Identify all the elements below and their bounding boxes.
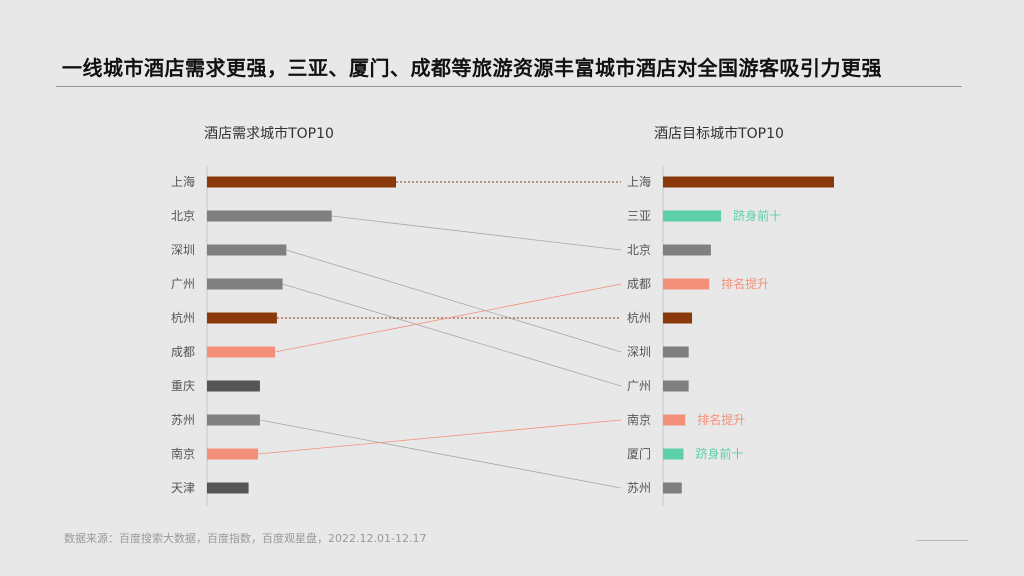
rank-change-annotation: 排名提升 <box>721 276 769 291</box>
right-category-label: 深圳 <box>627 345 651 359</box>
right-bar <box>663 244 711 256</box>
right-category-label: 广州 <box>627 379 651 393</box>
left-category-label: 北京 <box>171 209 195 223</box>
right-category-label: 北京 <box>627 243 651 257</box>
left-bar <box>207 482 249 494</box>
left-category-label: 广州 <box>171 277 195 291</box>
rank-connector-line <box>274 283 622 353</box>
rank-connector-line <box>257 419 622 455</box>
left-bar <box>207 244 287 256</box>
right-category-label: 南京 <box>627 412 651 427</box>
rank-change-annotation: 排名提升 <box>697 412 745 427</box>
left-bar <box>207 380 260 392</box>
left-category-label: 深圳 <box>171 243 195 257</box>
right-bar <box>663 312 693 324</box>
right-bar <box>663 482 682 494</box>
right-bar <box>663 176 834 188</box>
left-category-label: 苏州 <box>171 413 195 427</box>
right-category-label: 上海 <box>627 174 651 189</box>
title-divider <box>56 86 962 87</box>
rank-connector-line <box>331 215 622 251</box>
right-bar <box>663 278 710 290</box>
right-bar <box>663 448 684 460</box>
rank-connector-line <box>282 283 622 387</box>
rank-change-annotation: 跻身前十 <box>733 208 781 223</box>
left-bar <box>207 448 259 460</box>
left-bar <box>207 312 277 324</box>
left-bar <box>207 278 283 290</box>
rank-connector-line <box>286 249 622 353</box>
left-category-label: 上海 <box>171 174 195 189</box>
right-bar <box>663 210 722 222</box>
page-indicator-line <box>916 540 968 541</box>
left-bar <box>207 346 276 358</box>
right-category-label: 厦门 <box>627 446 651 461</box>
right-category-label: 苏州 <box>627 481 651 495</box>
right-bar <box>663 380 689 392</box>
left-bar <box>207 176 396 188</box>
left-chart-title: 酒店需求城市TOP10 <box>204 125 334 142</box>
right-category-label: 三亚 <box>627 209 651 223</box>
right-bar <box>663 414 686 426</box>
page-title: 一线城市酒店需求更强，三亚、厦门、成都等旅游资源丰富城市酒店对全国游客吸引力更强 <box>62 56 882 80</box>
right-bar <box>663 346 689 358</box>
right-chart-title: 酒店目标城市TOP10 <box>654 125 784 142</box>
left-bar <box>207 414 260 426</box>
left-category-label: 南京 <box>171 446 195 461</box>
left-category-label: 重庆 <box>171 379 195 393</box>
rank-change-annotation: 跻身前十 <box>696 446 744 461</box>
right-category-label: 成都 <box>627 277 651 291</box>
left-category-label: 成都 <box>171 345 195 359</box>
rank-connector-line <box>259 419 622 489</box>
left-bar <box>207 210 332 222</box>
right-category-label: 杭州 <box>627 310 651 325</box>
left-category-label: 杭州 <box>171 310 195 325</box>
left-category-label: 天津 <box>171 481 195 495</box>
data-source-note: 数据来源：百度搜索大数据，百度指数，百度观星盘，2022.12.01-12.17 <box>64 532 427 545</box>
